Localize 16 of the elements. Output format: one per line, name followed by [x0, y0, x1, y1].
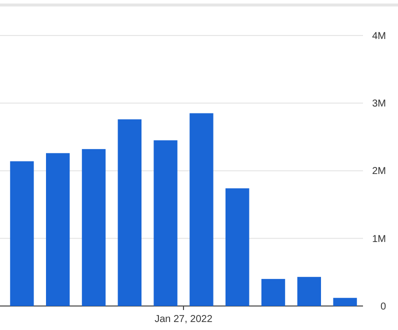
bar — [333, 298, 357, 306]
y-tick-label: 2M — [372, 166, 386, 178]
bar — [118, 119, 142, 306]
y-tick-label: 1M — [372, 234, 386, 245]
bar — [46, 153, 70, 306]
text: Jan 27, 2022 — [154, 314, 213, 325]
bar — [154, 140, 178, 306]
bar — [190, 113, 214, 306]
y-tick-label: 0 — [380, 302, 386, 312]
y-tick-label: 4M — [372, 30, 386, 42]
bar — [226, 188, 250, 306]
bar — [82, 149, 106, 306]
bar — [10, 161, 34, 306]
bar — [261, 278, 286, 306]
y-tick-label: 3M — [372, 98, 386, 110]
bar — [297, 276, 321, 306]
